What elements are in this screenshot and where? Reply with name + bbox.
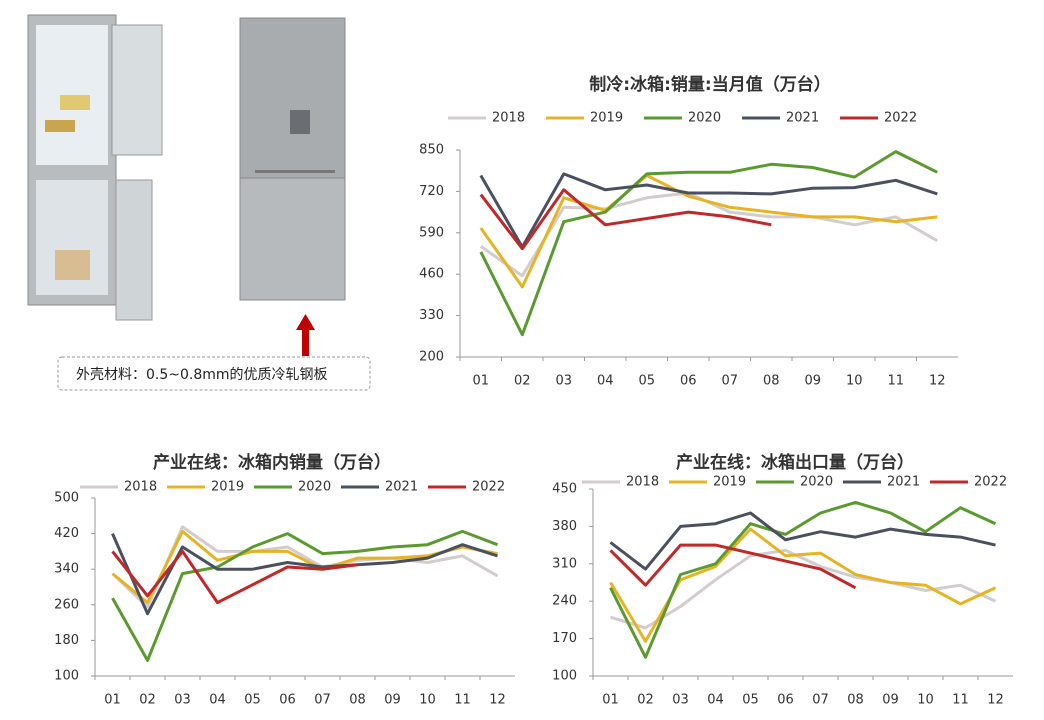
fridge-open: [27, 14, 163, 321]
series-line: [609, 543, 857, 590]
y-tick-label: 170: [552, 631, 577, 646]
x-tick-label: 11: [952, 693, 969, 708]
x-tick-label: 06: [777, 693, 794, 708]
series-line: [479, 188, 772, 251]
legend-label: 2021: [385, 480, 418, 495]
chart-title: 产业在线：冰箱出口量（万台）: [676, 452, 914, 473]
x-tick-label: 05: [742, 693, 759, 708]
series-line: [111, 549, 358, 605]
legend-label: 2021: [887, 475, 920, 490]
x-tick-label: 12: [987, 693, 1004, 708]
x-tick-label: 11: [454, 693, 471, 708]
x-tick-label: 09: [804, 374, 821, 389]
legend-label: 2018: [626, 475, 659, 490]
series-line: [111, 529, 499, 662]
y-tick-label: 380: [552, 519, 577, 534]
x-tick-label: 10: [419, 693, 436, 708]
legend-label: 2019: [713, 475, 746, 490]
x-tick-label: 08: [349, 693, 366, 708]
series-line: [479, 150, 938, 337]
x-tick-label: 07: [812, 693, 829, 708]
legend-label: 2020: [298, 480, 331, 495]
series-line: [479, 174, 938, 289]
caption-box: [57, 356, 371, 391]
legend-label: 2022: [974, 475, 1007, 490]
series-line: [609, 511, 996, 571]
x-tick-label: 01: [104, 693, 121, 708]
y-tick-label: 500: [54, 491, 79, 506]
x-tick-label: 11: [887, 374, 904, 389]
x-tick-label: 12: [929, 374, 946, 389]
x-tick-label: 08: [763, 374, 780, 389]
legend-label: 2020: [688, 111, 721, 126]
caption: 外壳材料：0.5~0.8mm的优质冷轧钢板: [76, 366, 328, 383]
legend-label: 2022: [472, 480, 505, 495]
x-tick-label: 03: [672, 693, 689, 708]
x-tick-label: 09: [882, 693, 899, 708]
legend-label: 2022: [884, 111, 917, 126]
legend-label: 2020: [800, 475, 833, 490]
y-tick-label: 590: [419, 225, 444, 240]
x-tick-label: 01: [602, 693, 619, 708]
legend-label: 2019: [590, 111, 623, 126]
x-tick-label: 03: [174, 693, 191, 708]
y-tick-label: 200: [419, 350, 444, 365]
x-tick-label: 05: [638, 374, 655, 389]
x-tick-label: 07: [314, 693, 331, 708]
y-tick-label: 100: [552, 669, 577, 684]
y-tick-label: 460: [419, 267, 444, 282]
x-tick-label: 02: [139, 693, 156, 708]
x-tick-label: 02: [637, 693, 654, 708]
legend-label: 2021: [786, 111, 819, 126]
fridge-closed: [239, 17, 346, 301]
series-line: [610, 548, 997, 630]
arrow: [296, 314, 315, 356]
x-tick-label: 12: [489, 693, 506, 708]
x-tick-label: 01: [472, 374, 489, 389]
y-tick-label: 180: [54, 633, 79, 648]
y-tick-label: 330: [419, 308, 444, 323]
y-tick-label: 100: [54, 669, 79, 684]
y-tick-label: 340: [54, 562, 79, 577]
y-tick-label: 450: [552, 482, 577, 497]
x-tick-label: 04: [707, 693, 724, 708]
legend-label: 2019: [211, 480, 244, 495]
x-tick-label: 02: [514, 374, 531, 389]
x-tick-label: 04: [597, 374, 614, 389]
x-tick-label: 06: [279, 693, 296, 708]
x-tick-label: 04: [209, 693, 226, 708]
y-tick-label: 260: [54, 597, 79, 612]
chart-title: 制冷:冰箱:销量:当月值（万台）: [589, 74, 830, 95]
x-tick-label: 10: [917, 693, 934, 708]
x-tick-label: 07: [721, 374, 738, 389]
x-tick-label: 10: [846, 374, 863, 389]
x-tick-label: 03: [555, 374, 572, 389]
x-tick-label: 06: [680, 374, 697, 389]
series-line: [609, 500, 997, 659]
series-line: [479, 172, 938, 249]
y-tick-label: 240: [552, 594, 577, 609]
x-tick-label: 08: [847, 693, 864, 708]
series-line: [609, 527, 997, 643]
x-tick-label: 09: [384, 693, 401, 708]
legend-label: 2018: [492, 111, 525, 126]
legend-label: 2018: [124, 480, 157, 495]
y-tick-label: 310: [552, 556, 577, 571]
y-tick-label: 420: [54, 526, 79, 541]
y-tick-label: 720: [419, 184, 444, 199]
chart-title: 产业在线：冰箱内销量（万台）: [153, 452, 391, 473]
y-tick-label: 850: [419, 143, 444, 158]
x-tick-label: 05: [244, 693, 261, 708]
